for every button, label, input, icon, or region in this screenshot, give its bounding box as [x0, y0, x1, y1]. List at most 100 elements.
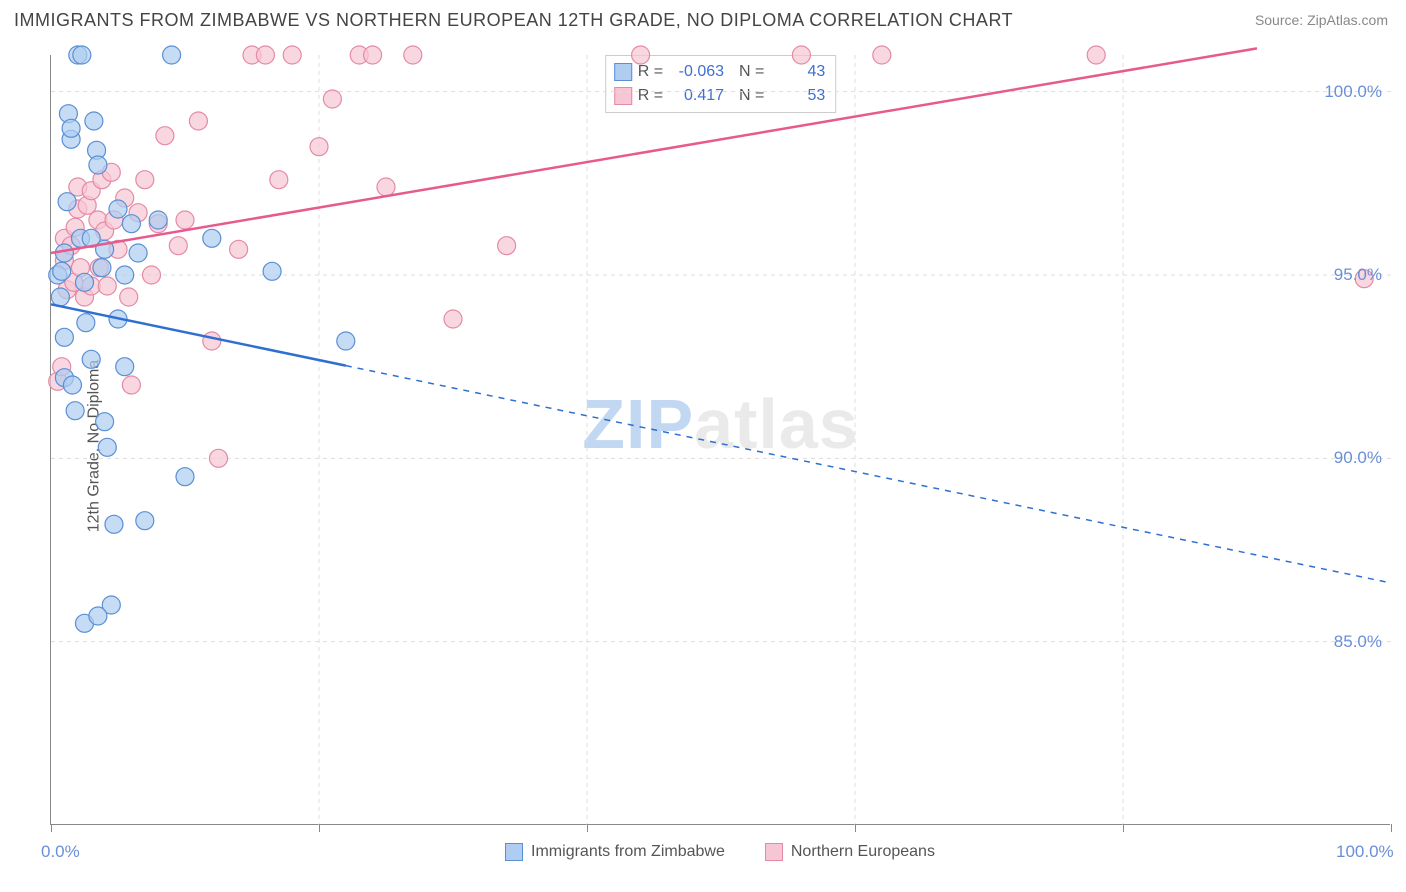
scatter-point — [116, 266, 134, 284]
scatter-point — [149, 215, 167, 233]
scatter-point — [55, 369, 73, 387]
scatter-point — [78, 196, 96, 214]
scatter-point — [120, 288, 138, 306]
scatter-point — [58, 193, 76, 211]
stats-r-a: -0.063 — [669, 63, 724, 81]
plot-area: ZIPatlas R = -0.063 N = 43 R = 0.417 N =… — [50, 55, 1390, 825]
scatter-point — [69, 178, 87, 196]
legend-swatch-b-icon — [765, 843, 783, 861]
scatter-point — [62, 237, 80, 255]
grid-layer — [51, 55, 1390, 824]
scatter-point — [89, 156, 107, 174]
scatter-point — [156, 127, 174, 145]
scatter-point — [109, 200, 127, 218]
scatter-point — [310, 138, 328, 156]
scatter-point — [88, 141, 106, 159]
scatter-point — [71, 229, 89, 247]
scatter-point — [58, 281, 76, 299]
scatter-point — [444, 310, 462, 328]
chart-title: IMMIGRANTS FROM ZIMBABWE VS NORTHERN EUR… — [14, 10, 1013, 31]
scatter-point — [323, 90, 341, 108]
scatter-point — [377, 178, 395, 196]
scatter-point — [873, 46, 891, 64]
scatter-point — [129, 244, 147, 262]
stats-r-label: R = — [638, 63, 663, 81]
swatch-a-icon — [614, 63, 632, 81]
scatter-point — [55, 328, 73, 346]
scatter-point — [176, 211, 194, 229]
scatter-point — [109, 240, 127, 258]
stats-n-b: 53 — [770, 87, 825, 105]
source-attribution: Source: ZipAtlas.com — [1255, 12, 1388, 28]
watermark: ZIPatlas — [582, 384, 858, 464]
scatter-point — [176, 468, 194, 486]
trend-line-layer — [51, 55, 1390, 824]
scatter-point — [93, 171, 111, 189]
ytick-label: 85.0% — [1334, 632, 1382, 652]
swatch-b-icon — [614, 87, 632, 105]
scatter-point — [85, 112, 103, 130]
scatter-point — [102, 596, 120, 614]
scatter-point — [203, 332, 221, 350]
scatter-point — [76, 273, 94, 291]
scatter-point — [149, 211, 167, 229]
legend-swatch-a-icon — [505, 843, 523, 861]
scatter-point — [51, 288, 69, 306]
scatter-point — [350, 46, 368, 64]
scatter-point — [73, 46, 91, 64]
scatter-point — [55, 244, 73, 262]
trend-line-dashed — [346, 366, 1391, 583]
stats-n-label: N = — [730, 87, 764, 105]
scatter-point — [136, 512, 154, 530]
scatter-point — [203, 229, 221, 247]
legend: Immigrants from Zimbabwe Northern Europe… — [50, 843, 1390, 861]
scatter-point — [66, 218, 84, 236]
scatter-point — [93, 259, 111, 277]
scatter-point — [89, 211, 107, 229]
scatter-point — [90, 259, 108, 277]
scatter-point — [96, 413, 114, 431]
scatter-point — [122, 215, 140, 233]
scatter-point — [76, 288, 94, 306]
scatter-point — [53, 358, 71, 376]
scatter-layer — [51, 55, 1390, 824]
scatter-point — [96, 222, 114, 240]
scatter-point — [55, 229, 73, 247]
scatter-point — [169, 237, 187, 255]
legend-label-b: Northern Europeans — [791, 843, 935, 861]
scatter-point — [89, 607, 107, 625]
scatter-point — [498, 237, 516, 255]
scatter-point — [189, 112, 207, 130]
scatter-point — [71, 259, 89, 277]
scatter-point — [98, 438, 116, 456]
scatter-point — [53, 262, 71, 280]
scatter-point — [109, 310, 127, 328]
scatter-point — [102, 163, 120, 181]
scatter-point — [55, 251, 73, 269]
scatter-point — [1087, 46, 1105, 64]
correlation-stats-box: R = -0.063 N = 43 R = 0.417 N = 53 — [605, 55, 837, 113]
scatter-point — [82, 350, 100, 368]
legend-item-b: Northern Europeans — [765, 843, 935, 861]
scatter-point — [283, 46, 301, 64]
ytick-label: 95.0% — [1334, 265, 1382, 285]
scatter-point — [82, 182, 100, 200]
watermark-zip: ZIP — [582, 385, 694, 463]
scatter-point — [116, 358, 134, 376]
scatter-point — [62, 130, 80, 148]
ytick-label: 90.0% — [1334, 448, 1382, 468]
scatter-point — [69, 46, 87, 64]
scatter-point — [76, 614, 94, 632]
legend-item-a: Immigrants from Zimbabwe — [505, 843, 725, 861]
scatter-point — [136, 171, 154, 189]
scatter-point — [129, 204, 147, 222]
scatter-point — [256, 46, 274, 64]
scatter-point — [82, 229, 100, 247]
scatter-point — [263, 262, 281, 280]
scatter-point — [96, 240, 114, 258]
scatter-point — [62, 119, 80, 137]
watermark-atlas: atlas — [694, 385, 859, 463]
scatter-point — [364, 46, 382, 64]
scatter-point — [105, 515, 123, 533]
scatter-point — [243, 46, 261, 64]
